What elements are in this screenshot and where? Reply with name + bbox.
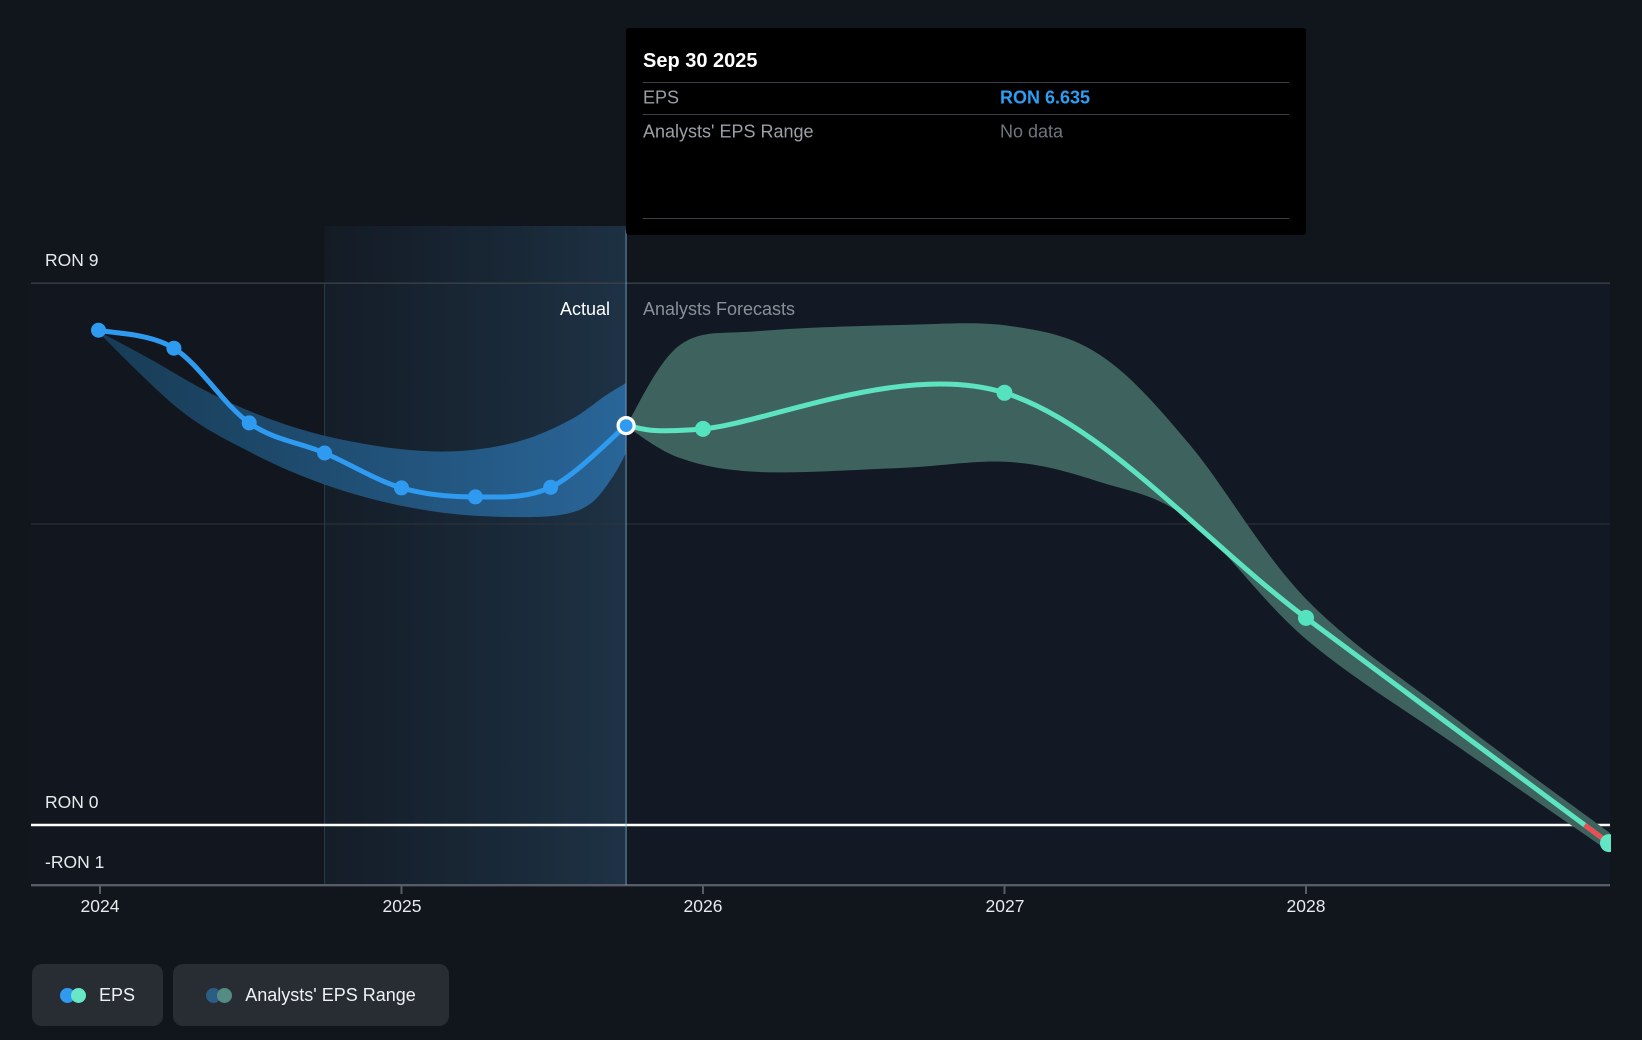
actual-eps-point[interactable] [317, 445, 333, 461]
tooltip-date: Sep 30 2025 [643, 50, 758, 72]
plot-background [31, 226, 1610, 885]
tooltip-row-eps: EPS RON 6.635 [643, 82, 1289, 114]
forecast-eps-point[interactable] [695, 420, 711, 437]
tooltip-eps-value: RON 6.635 [1000, 87, 1091, 108]
actual-eps-range-band [96, 330, 626, 518]
actual-eps-point[interactable] [166, 340, 182, 356]
legend-item-eps-range[interactable]: Analysts' EPS Range [173, 964, 449, 1026]
forecast-eps-point[interactable] [1298, 609, 1314, 626]
forecast-eps-point[interactable] [996, 384, 1013, 401]
actual-eps-point[interactable] [394, 480, 409, 496]
x-axis-label: 2026 [683, 896, 723, 916]
tooltip-range-label: Analysts' EPS Range [643, 121, 814, 142]
y-axis-label: -RON 1 [45, 852, 105, 872]
last-12-months-highlight [324, 226, 627, 885]
y-axis-label: RON 0 [45, 792, 99, 812]
actual-phase-label: Actual [559, 299, 610, 319]
actual-eps-point[interactable] [241, 415, 257, 431]
tooltip-divider [643, 218, 1289, 219]
tooltip-eps-label: EPS [643, 87, 680, 108]
actual-eps-point[interactable] [91, 322, 106, 338]
x-axis-label: 2025 [382, 896, 422, 916]
tooltip-divider [643, 114, 1289, 115]
eps-legend-icon [59, 987, 86, 1003]
analysts-eps-range-band [626, 323, 1610, 853]
range-forecast-dot-icon [217, 987, 233, 1003]
tooltip-row-range: Analysts' EPS Range No data [643, 114, 1289, 150]
eps-range-legend-icon [206, 987, 233, 1003]
selected-point-sep-30-2025[interactable] [616, 416, 636, 436]
legend-range-label: Analysts' EPS Range [245, 984, 416, 1005]
x-axis-label: 2027 [985, 896, 1025, 916]
actual-eps-point[interactable] [467, 489, 483, 505]
legend-eps-label: EPS [98, 984, 136, 1005]
series-layer [91, 230, 1618, 885]
forecast-terminal-point[interactable] [1600, 834, 1618, 853]
gridlines [31, 282, 1610, 887]
axis-ticks [99, 885, 1307, 894]
actual-eps-point[interactable] [543, 479, 559, 495]
eps-forecast-dot-icon [70, 987, 86, 1003]
forecast-phase-label: Analysts Forecasts [643, 299, 796, 319]
y-axis-label: RON 9 [45, 250, 99, 270]
tooltip-range-value: No data [1000, 121, 1064, 142]
x-axis-label: 2028 [1286, 896, 1326, 916]
x-axis-label: 2024 [80, 896, 120, 916]
tooltip-divider [643, 82, 1289, 83]
legend-item-eps[interactable]: EPS [32, 964, 163, 1026]
hover-tooltip: Sep 30 2025 EPS RON 6.635 Analysts' EPS … [626, 28, 1306, 235]
